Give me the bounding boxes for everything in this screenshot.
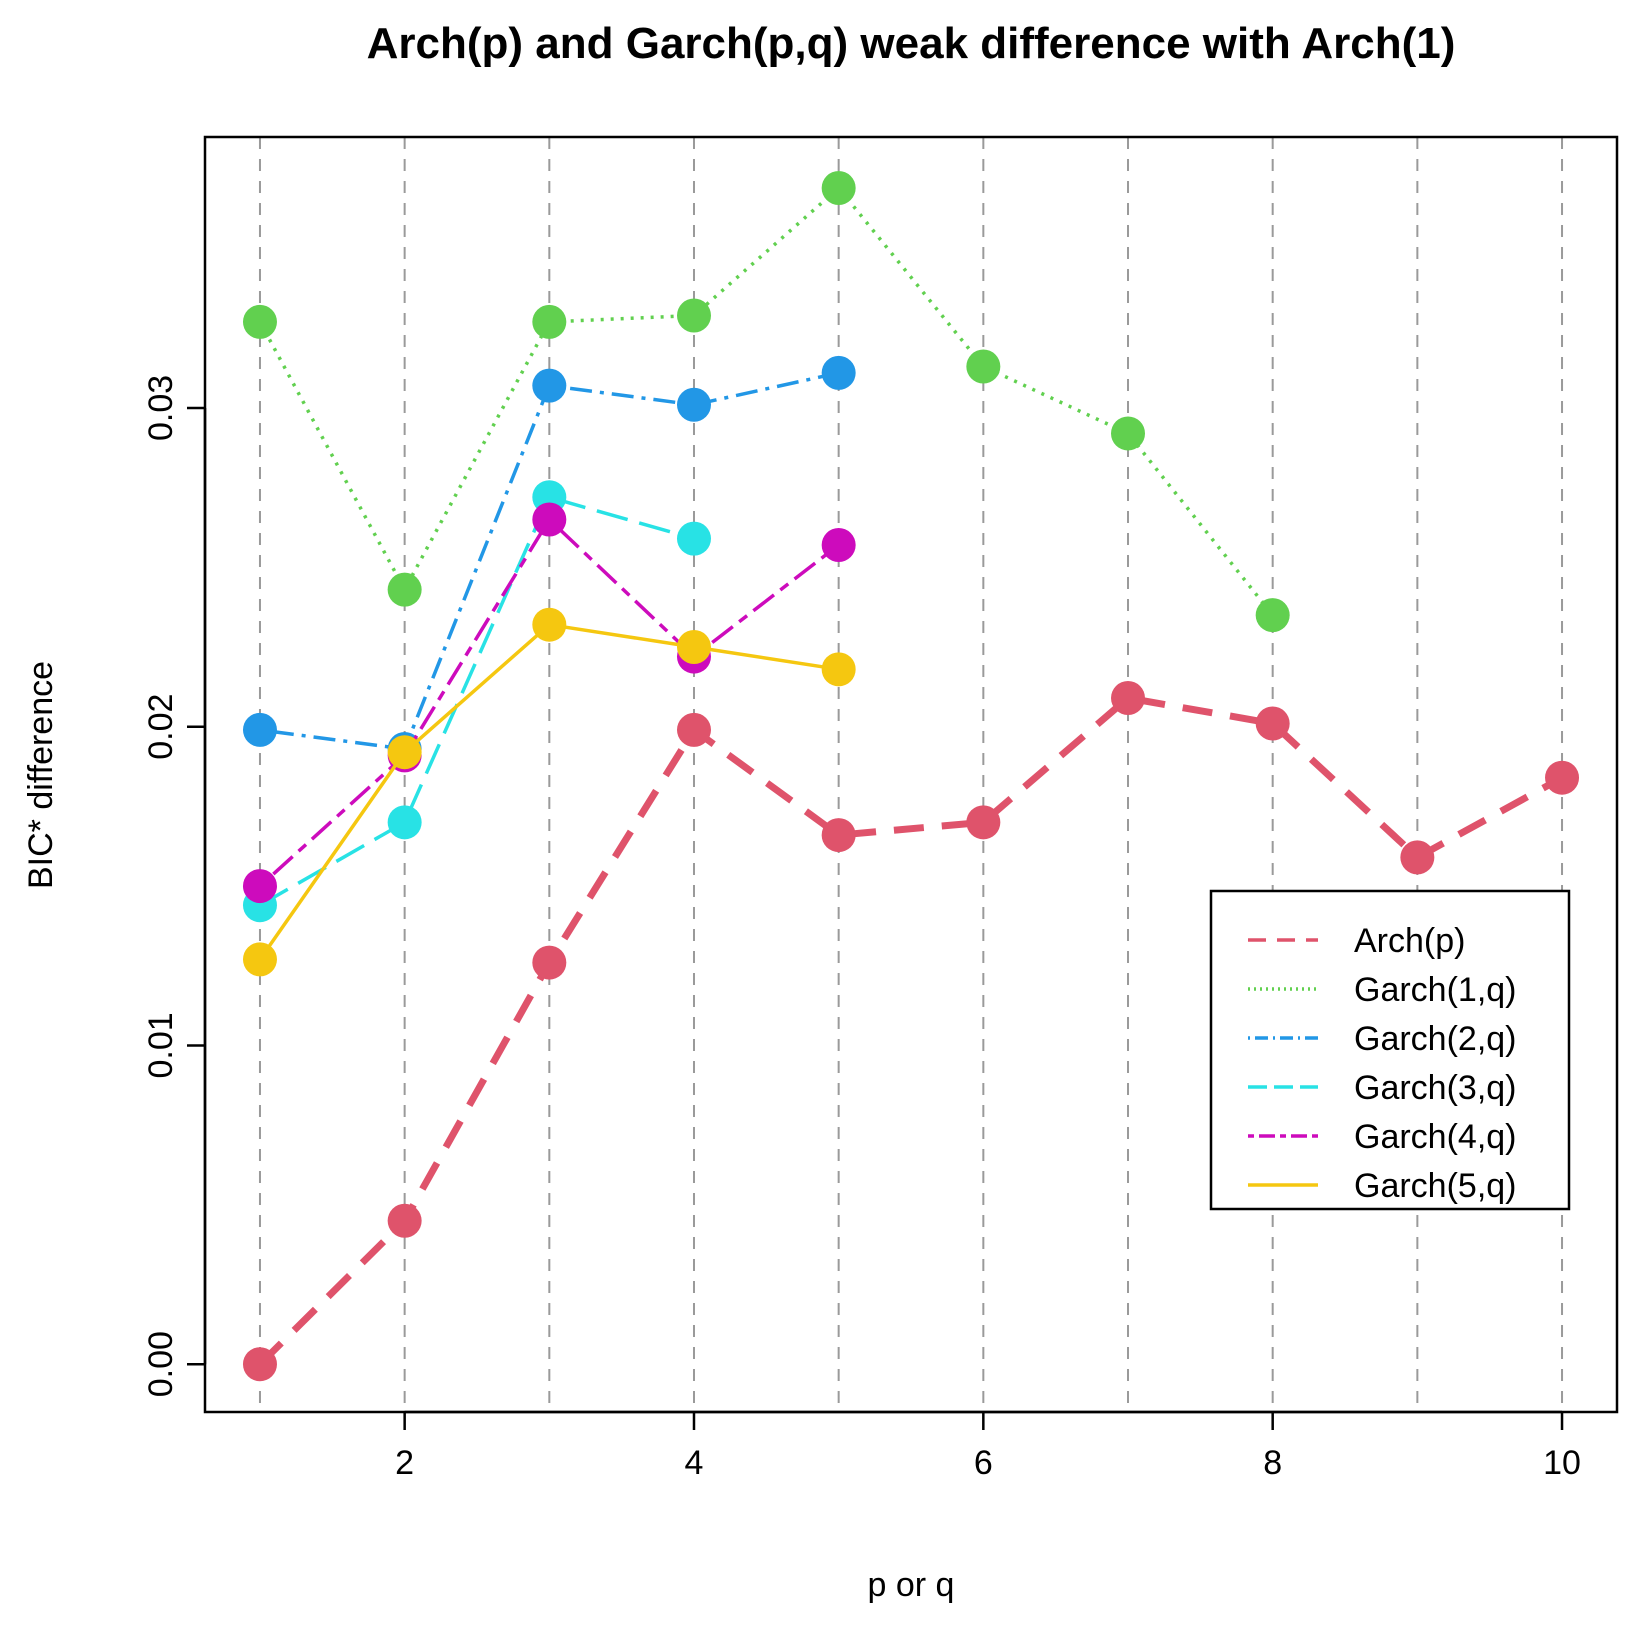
legend-label: Garch(1,q) [1354, 971, 1517, 1009]
x-tick-label: 10 [1543, 1444, 1581, 1482]
y-tick-label: 0.03 [142, 375, 180, 441]
data-point-garch-5-q [821, 652, 856, 687]
data-point-garch-1-q [242, 304, 277, 339]
data-point-garch-1-q [676, 298, 711, 333]
legend-item-garch-1-q: Garch(1,q) [1248, 971, 1517, 1009]
series-line-garch-1-q [258, 186, 1275, 617]
y-tick-label: 0.00 [142, 1331, 180, 1397]
series-garch-3-q [242, 480, 711, 923]
x-axis-label: p or q [868, 1566, 955, 1604]
series-garch-1-q [242, 171, 1290, 633]
legend-item-garch-5-q: Garch(5,q) [1248, 1167, 1517, 1205]
data-point-garch-5-q [242, 942, 277, 977]
legend-label: Garch(3,q) [1354, 1069, 1517, 1107]
series-arch-p [242, 681, 1580, 1382]
x-tick-label: 8 [1263, 1444, 1282, 1482]
data-point-garch-1-q [821, 171, 856, 205]
data-point-arch-p [676, 712, 711, 747]
data-point-garch-5-q [676, 630, 711, 664]
data-point-arch-p [387, 1203, 422, 1238]
y-axis: 0.00 0.01 0.02 0.03 [142, 375, 207, 1397]
series-line-arch-p [257, 694, 1564, 1367]
legend-label: Garch(5,q) [1354, 1167, 1517, 1205]
vertical-gridlines [258, 137, 1564, 1412]
data-point-garch-1-q [966, 349, 1001, 384]
data-point-arch-p [1255, 706, 1290, 741]
x-tick-label: 4 [685, 1444, 704, 1482]
data-point-arch-p [1545, 760, 1580, 795]
data-point-garch-3-q [676, 521, 711, 556]
legend-item-garch-4-q: Garch(4,q) [1248, 1118, 1517, 1156]
x-tick-label: 2 [395, 1444, 414, 1482]
legend-label: Arch(p) [1354, 922, 1465, 960]
data-point-garch-1-q [532, 304, 567, 339]
legend-label: Garch(2,q) [1354, 1020, 1517, 1058]
data-point-garch-1-q [387, 572, 422, 607]
legend-item-garch-2-q: Garch(2,q) [1248, 1020, 1517, 1058]
data-point-arch-p [532, 945, 567, 980]
chart-title: Arch(p) and Garch(p,q) weak difference w… [367, 19, 1456, 68]
legend-item-arch-p: Arch(p) [1248, 922, 1465, 960]
data-point-garch-1-q [1255, 598, 1290, 633]
legend-label: Garch(4,q) [1354, 1118, 1517, 1156]
data-point-garch-4-q [821, 528, 856, 562]
data-point-garch-4-q [242, 869, 277, 904]
series-line-garch-3-q [259, 495, 695, 907]
series-layer [242, 171, 1580, 1382]
data-point-garch-4-q [532, 502, 567, 537]
legend: Arch(p) Garch(1,q) Garch(2,q) Garch(3,q) Gar… [1209, 889, 1571, 1211]
data-point-garch-2-q [532, 368, 567, 403]
data-point-garch-3-q [387, 805, 422, 840]
y-tick-label: 0.01 [142, 1012, 180, 1078]
x-tick-label: 6 [974, 1444, 993, 1482]
data-point-arch-p [1400, 840, 1435, 875]
data-point-arch-p [1111, 681, 1146, 715]
x-axis: 2 4 6 8 10 [395, 1410, 1581, 1482]
data-point-garch-2-q [676, 387, 711, 422]
data-point-arch-p [966, 805, 1001, 840]
series-garch-5-q [242, 607, 856, 977]
data-point-garch-2-q [242, 712, 277, 747]
data-point-garch-5-q [387, 735, 422, 770]
data-point-arch-p [821, 818, 856, 853]
data-point-arch-p [242, 1347, 277, 1382]
data-point-garch-1-q [1111, 416, 1146, 451]
y-axis-label: BIC* difference [22, 661, 60, 889]
data-point-garch-5-q [532, 607, 567, 642]
y-tick-label: 0.02 [142, 694, 180, 760]
series-line-garch-4-q [258, 517, 840, 888]
data-point-garch-2-q [821, 355, 856, 390]
legend-box [1209, 889, 1571, 1211]
legend-item-garch-3-q: Garch(3,q) [1248, 1069, 1517, 1107]
